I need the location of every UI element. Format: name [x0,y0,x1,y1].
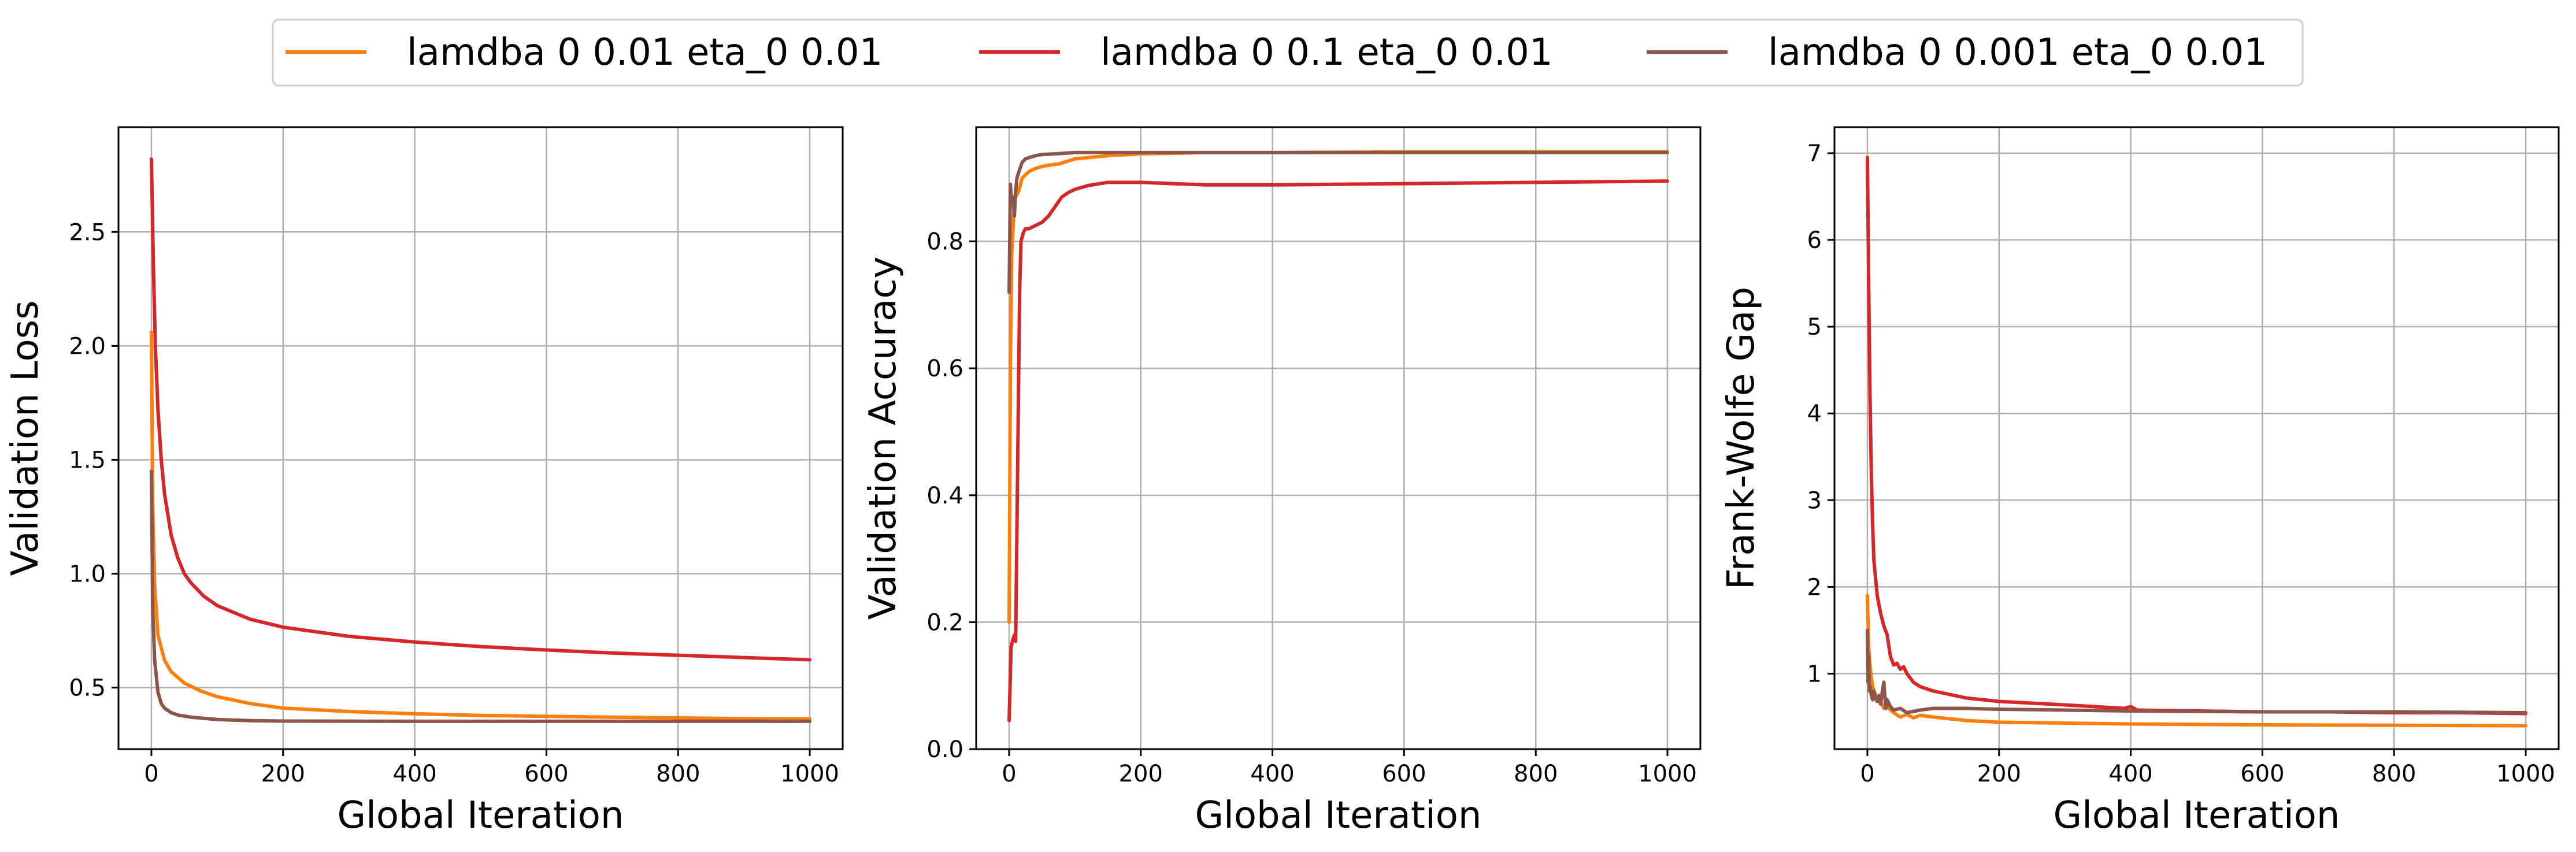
x-tick-label: 800 [1514,761,1558,787]
series-line [1866,594,2527,728]
legend-label: lamdba 0 0.001 eta_0 0.01 [1768,31,2267,74]
y-tick-label: 3 [1807,487,1822,514]
y-tick-label: 0.8 [926,229,963,255]
x-tick-label: 600 [1382,761,1426,787]
x-tick-label: 0 [1860,761,1874,787]
y-tick-label: 0.4 [926,483,963,509]
y-axis-label: Frank-Wolfe Gap [1720,287,1763,590]
x-tick-label: 400 [1250,761,1294,787]
x-tick-label: 1000 [780,761,839,787]
legend-entry: lamdba 0 0.1 eta_0 0.01 [979,31,1553,74]
x-tick-label: 800 [656,761,700,787]
y-tick-label: 0.6 [926,355,963,382]
y-tick-label: 2 [1807,574,1822,601]
legend-entry: lamdba 0 0.01 eta_0 0.01 [286,31,883,74]
plot-frame [975,126,1702,750]
legend-label: lamdba 0 0.1 eta_0 0.01 [1100,31,1553,74]
legend-frame [272,18,2304,87]
y-tick-label: 2.0 [69,333,106,360]
series-line [1866,628,2527,714]
series-line [1007,150,1669,294]
y-tick-label: 5 [1807,314,1822,340]
series-line [150,469,811,723]
accuracy-chart: 0 200 400 600 800 1000 0.0 0.2 0.4 0.6 0.8 Global … [862,126,1702,837]
series-line [150,330,811,721]
plot-frame [117,126,844,750]
x-tick-label: 400 [2108,761,2152,787]
y-axis-label: Validation Accuracy [862,257,905,620]
y-tick-label: 0.2 [926,609,963,636]
x-tick-label: 200 [1977,761,2021,787]
y-tick-label: 2.5 [69,219,106,246]
x-tick-label: 200 [1119,761,1163,787]
x-axis-label: Global Iteration [338,794,624,837]
x-tick-label: 1000 [2496,761,2555,787]
x-tick-label: 400 [392,761,436,787]
plot-frame [1833,126,2560,750]
ticks: 0 200 400 600 800 1000 1 2 3 4 5 6 7 [1807,140,2555,787]
x-tick-label: 0 [144,761,158,787]
series-lines [1866,155,2527,728]
y-tick-label: 1 [1807,661,1822,687]
legend-label: lamdba 0 0.01 eta_0 0.01 [407,31,883,74]
ticks: 0 200 400 600 800 1000 0.0 0.2 0.4 0.6 0.8 [926,229,1697,787]
ticks: 0 200 400 600 800 1000 0.5 1.0 1.5 2.0 2.5 [69,219,839,787]
y-tick-label: 1.5 [69,447,106,473]
x-tick-label: 0 [1002,761,1016,787]
y-tick-label: 4 [1807,401,1822,427]
legend-entry: lamdba 0 0.001 eta_0 0.01 [1647,31,2267,74]
series-line [150,157,811,662]
y-tick-label: 0.5 [69,675,106,702]
y-tick-label: 6 [1807,227,1822,254]
x-tick-label: 200 [261,761,305,787]
y-tick-label: 7 [1807,140,1822,167]
y-tick-label: 0.0 [926,736,963,763]
loss-chart: 0 200 400 600 800 1000 0.5 1.0 1.5 2.0 2.5 Global … [4,126,844,837]
y-tick-label: 1.0 [69,561,106,588]
frank-wolfe-gap-chart: 0 200 400 600 800 1000 1 2 3 4 5 6 7 Global Iteratio… [1720,126,2560,837]
series-lines [150,157,811,723]
x-tick-label: 600 [2240,761,2284,787]
series-lines [1007,150,1669,723]
x-axis-label: Global Iteration [1195,794,1482,837]
x-tick-label: 1000 [1638,761,1697,787]
series-line [1007,179,1669,723]
x-tick-label: 600 [524,761,568,787]
x-axis-label: Global Iteration [2054,794,2340,837]
y-axis-label: Validation Loss [4,301,47,576]
x-tick-label: 800 [2372,761,2416,787]
legend: lamdba 0 0.01 eta_0 0.01 lamdba 0 0.1 et… [272,18,2304,87]
